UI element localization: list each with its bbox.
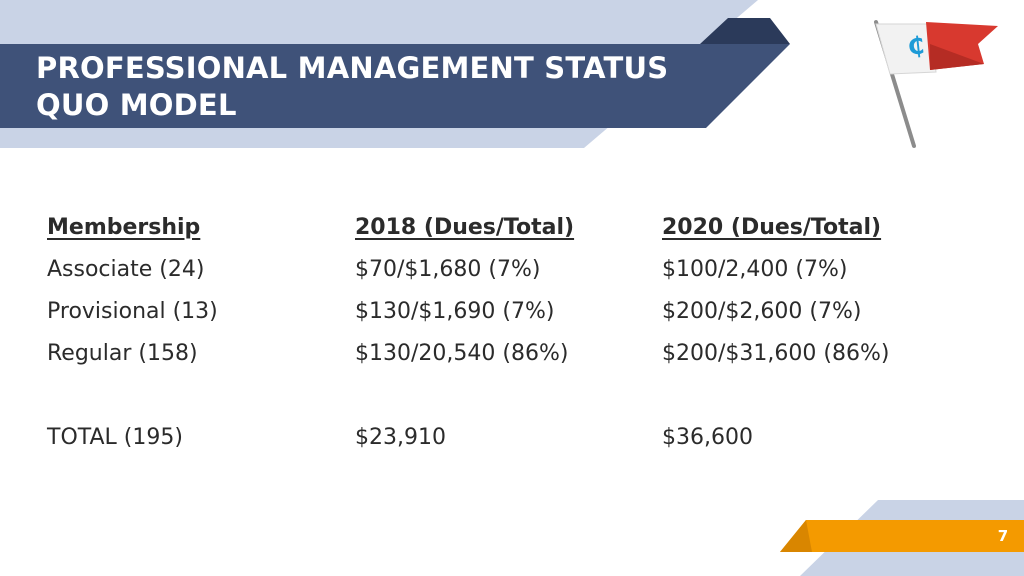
row-provisional-2018: $130/$1,690 (7%) xyxy=(355,299,555,324)
row-associate-2018: $70/$1,680 (7%) xyxy=(355,257,541,282)
row-regular-2020: $200/$31,600 (86%) xyxy=(662,341,890,366)
total-2018: $23,910 xyxy=(355,425,446,450)
table-row: Provisional (13) $130/$1,690 (7%) $200/$… xyxy=(47,294,947,336)
row-associate-2020: $100/2,400 (7%) xyxy=(662,257,848,282)
row-associate-label: Associate (24) xyxy=(47,257,205,282)
table-row: Regular (158) $130/20,540 (86%) $200/$31… xyxy=(47,336,947,378)
header-membership: Membership xyxy=(47,215,201,240)
flag-white-panel xyxy=(875,23,937,75)
header-2020: 2020 (Dues/Total) xyxy=(662,215,882,240)
flag-red-shadow xyxy=(930,44,984,70)
total-label: TOTAL (195) xyxy=(47,425,183,450)
footer-banner xyxy=(780,500,1024,576)
footer-orange-band xyxy=(780,520,1024,552)
table-spacer xyxy=(47,378,947,420)
page-title: PROFESSIONAL MANAGEMENT STATUS QUO MODEL xyxy=(36,50,716,124)
page-title-line-1: PROFESSIONAL MANAGEMENT STATUS xyxy=(36,51,669,85)
table-total-row: TOTAL (195) $23,910 $36,600 xyxy=(47,420,947,462)
logo-cent-icon: ₵ xyxy=(906,31,926,61)
pennant-flag-icon xyxy=(874,20,998,148)
header-dark-accent xyxy=(700,18,790,44)
row-provisional-label: Provisional (13) xyxy=(47,299,218,324)
footer-orange-shadow xyxy=(780,520,812,552)
header-navy-band xyxy=(0,44,790,128)
row-provisional-2020: $200/$2,600 (7%) xyxy=(662,299,862,324)
row-regular-label: Regular (158) xyxy=(47,341,198,366)
dues-table: Membership 2018 (Dues/Total) 2020 (Dues/… xyxy=(47,210,947,462)
page-number: 7 xyxy=(997,527,1009,545)
row-regular-2018: $130/20,540 (86%) xyxy=(355,341,569,366)
header-2018: 2018 (Dues/Total) xyxy=(355,215,575,240)
total-2020: $36,600 xyxy=(662,425,753,450)
page-title-line-2: QUO MODEL xyxy=(36,88,237,122)
header-banner xyxy=(0,0,790,148)
table-row: Associate (24) $70/$1,680 (7%) $100/2,40… xyxy=(47,252,947,294)
table-header-row: Membership 2018 (Dues/Total) 2020 (Dues/… xyxy=(47,210,947,252)
